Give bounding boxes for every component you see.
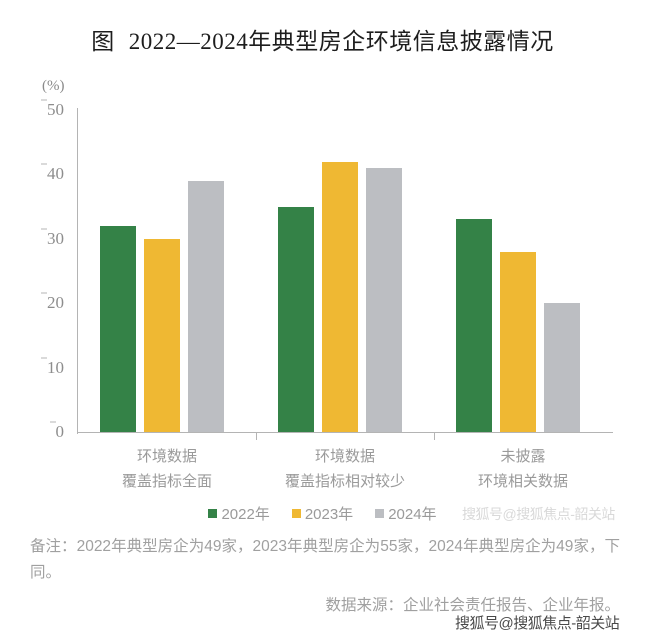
x-axis-label-line: 环境数据 — [136, 448, 197, 465]
bar-2024年-2 — [544, 303, 580, 432]
x-axis-separator — [434, 432, 435, 440]
chart-note: 备注：2022年典型房企为49家，2023年典型房企为55家，2024年典型房企… — [30, 538, 620, 581]
bar-chart: (%) 0 10 20 30 40 50 — [0, 78, 645, 441]
y-axis-tick-50: 50 — [41, 99, 78, 120]
y-axis-unit-label: (%) — [42, 78, 65, 94]
x-axis-label-line: 覆盖指标全面 — [121, 473, 212, 490]
bar-2023年-1 — [322, 161, 358, 432]
y-axis-tick-mark — [41, 163, 47, 165]
bar-2023年-2 — [500, 251, 536, 432]
y-axis-tick-10: 10 — [41, 357, 78, 378]
x-axis-label-line: 覆盖指标相对较少 — [284, 473, 405, 490]
plot-area: 0 10 20 30 40 50 — [41, 99, 612, 441]
page-title: 图 2022—2024年典型房企环境信息披露情况 — [0, 22, 645, 56]
y-axis-tick-mark — [41, 292, 47, 294]
x-axis-label-1: 环境数据覆盖指标相对较少 — [256, 444, 434, 494]
x-axis-separator — [256, 432, 257, 440]
y-axis-tick-30: 30 — [41, 228, 78, 249]
bar-2022年-0 — [100, 225, 136, 432]
y-axis-tick-mark — [41, 228, 47, 230]
legend-label: 2023年 — [304, 506, 354, 523]
watermark-bottom: 搜狐号@搜狐焦点-韶关站 — [455, 615, 620, 632]
y-axis-tick-mark — [41, 357, 47, 359]
bar-group — [434, 110, 612, 432]
bar-2022年-2 — [456, 219, 492, 432]
legend-item-2024年[interactable]: 2024年 — [375, 503, 437, 524]
bar-2024年-0 — [188, 180, 224, 432]
y-axis-line — [77, 108, 78, 434]
chart-legend: 2022年 2023年 2024年 — [0, 503, 645, 524]
legend-swatch-icon — [208, 509, 218, 518]
figure-title-text: 2022—2024年典型房企环境信息披露情况 — [128, 29, 554, 54]
x-axis-line — [77, 432, 613, 433]
y-axis-tick-0: 0 — [49, 421, 79, 442]
y-axis-tick-mark — [41, 99, 47, 101]
x-axis-labels: 环境数据 覆盖指标全面 环境数据 覆盖指标相对较少 未披露 环境相关数据 — [78, 444, 612, 496]
x-axis-label-0: 环境数据覆盖指标全面 — [78, 444, 256, 494]
legend-item-2022年[interactable]: 2022年 — [208, 503, 270, 524]
legend-label: 2022年 — [221, 506, 270, 523]
bar-group — [256, 110, 434, 432]
bar-2023年-0 — [144, 238, 180, 432]
bar-group — [78, 110, 256, 432]
x-axis-label-line: 环境相关数据 — [477, 473, 568, 490]
figure-label: 图 — [91, 29, 115, 54]
legend-swatch-icon — [375, 509, 385, 518]
watermark-middle: 搜狐号@搜狐焦点-韶关站 — [462, 506, 615, 522]
legend-label: 2024年 — [388, 506, 437, 523]
legend-swatch-icon — [291, 509, 301, 518]
bar-2022年-1 — [278, 206, 314, 432]
bar-2024年-1 — [366, 167, 402, 432]
x-axis-label-2: 未披露 环境相关数据 — [434, 444, 612, 494]
x-axis-label-line: 未披露 — [500, 448, 546, 465]
y-axis-tick-20: 20 — [41, 292, 78, 313]
x-axis-label-line: 环境数据 — [314, 448, 375, 465]
y-axis-tick-mark — [49, 421, 56, 423]
legend-item-2023年[interactable]: 2023年 — [291, 503, 354, 524]
y-axis-tick-40: 40 — [41, 163, 78, 184]
chart-source: 数据来源：企业社会责任报告、企业年报。 — [325, 597, 620, 614]
